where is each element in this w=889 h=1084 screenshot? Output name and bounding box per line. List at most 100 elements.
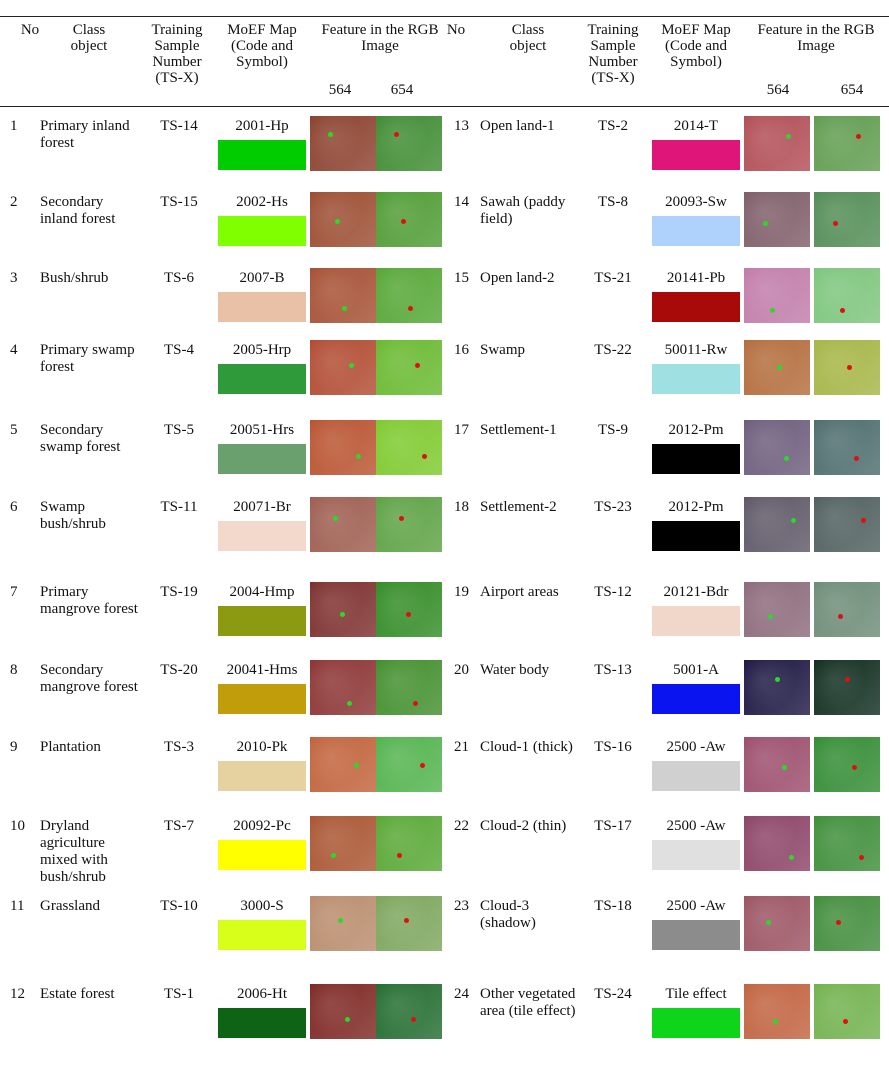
- class-object: Grassland: [40, 898, 100, 914]
- sample-point-marker: [328, 132, 333, 137]
- sample-point-marker: [406, 612, 411, 617]
- training-sample: TS-20: [160, 662, 198, 678]
- header-training: Training Sample Number (TS-X): [151, 22, 203, 86]
- rgb-image-564: [310, 192, 376, 247]
- moef-symbol-swatch: [218, 140, 306, 170]
- training-sample: TS-2: [598, 118, 628, 134]
- rgb-image-564: [310, 420, 376, 475]
- sample-point-marker: [845, 677, 850, 682]
- rgb-image-654: [376, 737, 442, 792]
- header-no: No: [20, 22, 40, 38]
- moef-symbol-swatch: [652, 292, 740, 322]
- class-object: Open land-2: [480, 270, 555, 286]
- sample-point-marker: [773, 1019, 778, 1024]
- sample-point-marker: [786, 134, 791, 139]
- header-no-right: No: [446, 22, 466, 38]
- sample-point-marker: [340, 612, 345, 617]
- sample-point-marker: [777, 365, 782, 370]
- class-object: Secondary swamp forest: [40, 422, 121, 455]
- sample-point-marker: [420, 763, 425, 768]
- sample-point-marker: [791, 518, 796, 523]
- sample-point-marker: [836, 920, 841, 925]
- sample-point-marker: [408, 306, 413, 311]
- moef-code: 50011-Rw: [664, 342, 728, 358]
- sample-point-marker: [833, 221, 838, 226]
- training-sample: TS-15: [160, 194, 198, 210]
- sample-point-marker: [335, 219, 340, 224]
- rgb-image-564: [310, 737, 376, 792]
- sample-point-marker: [331, 853, 336, 858]
- moef-symbol-swatch: [218, 761, 306, 791]
- moef-symbol-swatch: [652, 684, 740, 714]
- row-number: 8: [10, 662, 18, 678]
- sample-point-marker: [768, 614, 773, 619]
- sample-point-marker: [347, 701, 352, 706]
- moef-symbol-swatch: [652, 1008, 740, 1038]
- class-object: Plantation: [40, 739, 101, 755]
- class-object: Cloud-1 (thick): [480, 739, 573, 755]
- moef-symbol-swatch: [218, 216, 306, 246]
- sample-point-marker: [838, 614, 843, 619]
- row-number: 24: [454, 986, 469, 1002]
- row-number: 22: [454, 818, 469, 834]
- rgb-image-654: [376, 582, 442, 637]
- class-object: Secondary inland forest: [40, 194, 116, 227]
- training-sample: TS-22: [594, 342, 632, 358]
- rgb-image-564: [744, 497, 810, 552]
- class-object: Sawah (paddy field): [480, 194, 566, 227]
- sample-point-marker: [784, 456, 789, 461]
- header-moef: MoEF Map (Code and Symbol): [227, 22, 297, 70]
- rgb-image-564: [310, 116, 376, 171]
- rgb-image-564: [310, 582, 376, 637]
- sample-point-marker: [397, 853, 402, 858]
- rgb-image-564: [744, 340, 810, 395]
- sample-point-marker: [333, 516, 338, 521]
- rgb-image-654: [376, 497, 442, 552]
- rgb-image-654: [814, 268, 880, 323]
- moef-code: 20092-Pc: [233, 818, 291, 834]
- sample-point-marker: [356, 454, 361, 459]
- sample-point-marker: [415, 363, 420, 368]
- rgb-image-654: [814, 737, 880, 792]
- rgb-image-654: [814, 660, 880, 715]
- rgb-image-564: [744, 268, 810, 323]
- rgb-image-654: [376, 116, 442, 171]
- moef-symbol-swatch: [652, 216, 740, 246]
- moef-code: 2002-Hs: [236, 194, 288, 210]
- row-number: 7: [10, 584, 18, 600]
- rgb-image-654: [814, 420, 880, 475]
- rgb-image-654: [814, 192, 880, 247]
- row-number: 2: [10, 194, 18, 210]
- rgb-image-654: [376, 660, 442, 715]
- sample-point-marker: [856, 134, 861, 139]
- rgb-image-654: [814, 984, 880, 1039]
- rgb-image-564: [744, 582, 810, 637]
- row-number: 11: [10, 898, 25, 914]
- sample-point-marker: [840, 308, 845, 313]
- moef-symbol-swatch: [218, 444, 306, 474]
- row-number: 16: [454, 342, 469, 358]
- header-feature-right: Feature in the RGB Image: [757, 22, 875, 54]
- class-object: Secondary mangrove forest: [40, 662, 138, 695]
- training-sample: TS-18: [594, 898, 632, 914]
- row-number: 19: [454, 584, 469, 600]
- rgb-image-564: [310, 497, 376, 552]
- class-object: Open land-1: [480, 118, 555, 134]
- moef-code: 2500 -Aw: [666, 898, 726, 914]
- row-number: 6: [10, 499, 18, 515]
- moef-code: 2005-Hrp: [232, 342, 292, 358]
- moef-code: 20071-Br: [233, 499, 291, 515]
- rgb-image-654: [376, 192, 442, 247]
- rgb-image-564: [310, 896, 376, 951]
- rgb-image-654: [814, 582, 880, 637]
- header-feature: Feature in the RGB Image: [321, 22, 439, 54]
- moef-symbol-swatch: [652, 364, 740, 394]
- class-object: Cloud-3 (shadow): [480, 898, 536, 931]
- rgb-image-564: [744, 420, 810, 475]
- moef-symbol-swatch: [652, 444, 740, 474]
- class-object: Primary mangrove forest: [40, 584, 138, 617]
- rgb-image-654: [814, 896, 880, 951]
- top-rule: [0, 16, 889, 17]
- training-sample: TS-7: [164, 818, 194, 834]
- sample-point-marker: [763, 221, 768, 226]
